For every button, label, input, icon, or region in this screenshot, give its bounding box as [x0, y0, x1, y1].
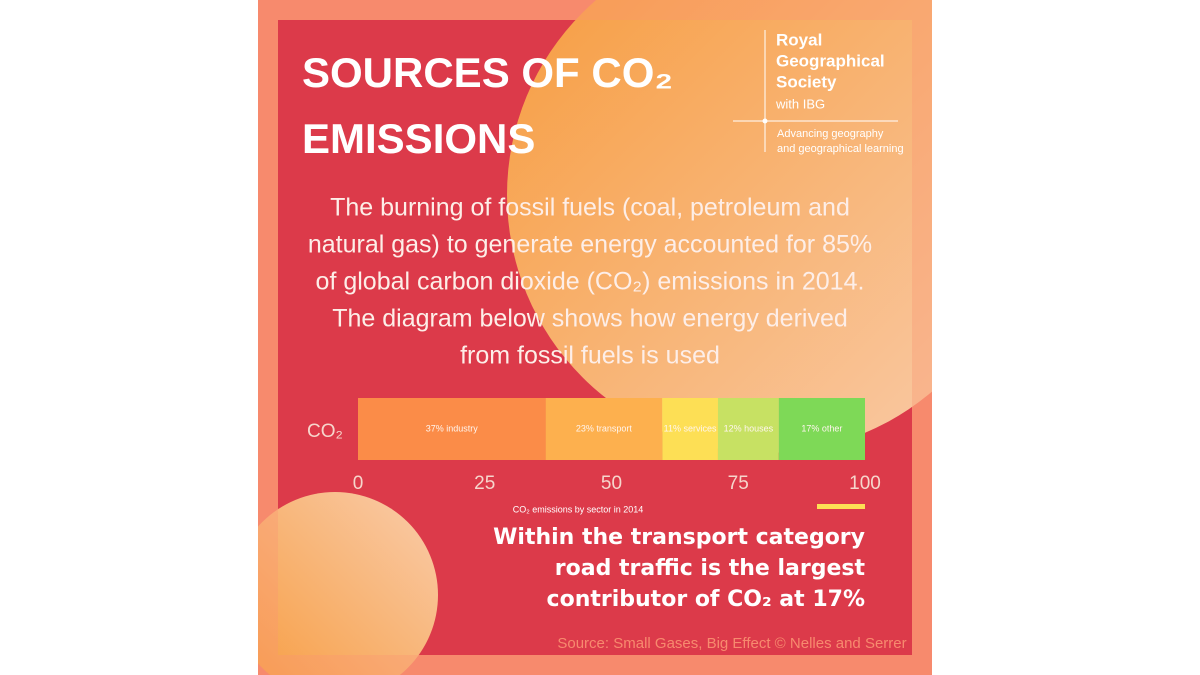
bar-segment	[717, 398, 779, 460]
x-tick-label: 75	[728, 473, 749, 494]
callout: contributor of CO₂ at 17%	[547, 587, 865, 612]
x-tick-label: 0	[353, 473, 364, 494]
logo-tagline: Advancing geography	[777, 128, 884, 140]
data-label: 11% services	[664, 423, 717, 433]
data-label: 37% industry	[426, 423, 479, 433]
title: SOURCES OF CO₂	[302, 49, 673, 96]
logo-text: Geographical	[776, 51, 885, 70]
frame	[258, 0, 932, 675]
logo-text: Society	[776, 72, 837, 91]
body-text: natural gas) to generate energy accounte…	[308, 231, 872, 259]
data-label: 23% transport	[576, 423, 633, 433]
body-text: The diagram below shows how energy deriv…	[332, 305, 848, 333]
logo-text: Royal	[776, 30, 822, 49]
bar-segment	[778, 398, 865, 460]
callout: Within the transport category	[493, 525, 865, 550]
x-tick-label: 50	[601, 473, 622, 494]
axis-label: CO₂ emissions by sector in 2014	[513, 504, 644, 514]
decor-circle	[507, 0, 932, 453]
accent-bar	[817, 504, 865, 509]
bar-segment	[545, 398, 663, 460]
logo-text: with IBG	[775, 96, 825, 111]
decor-circle	[258, 492, 438, 675]
x-tick-label: 25	[474, 473, 495, 494]
bar-segment	[358, 398, 546, 460]
logo-tagline: and geographical learning	[777, 143, 904, 155]
category-label: CO₂	[307, 421, 343, 442]
logo-dot	[762, 118, 768, 124]
data-label: 12% houses	[724, 423, 774, 433]
bar-segment	[662, 398, 718, 460]
body-text: The burning of fossil fuels (coal, petro…	[330, 194, 850, 222]
callout: road traffic is the largest	[555, 556, 866, 581]
x-tick-label: 100	[849, 473, 881, 494]
source: Source: Small Gases, Big Effect © Nelles…	[557, 635, 906, 652]
data-label: 17% other	[801, 423, 842, 433]
body-text: of global carbon dioxide (CO₂) emissions…	[316, 268, 865, 296]
title: EMISSIONS	[302, 115, 535, 162]
body-text: from fossil fuels is used	[460, 342, 720, 370]
